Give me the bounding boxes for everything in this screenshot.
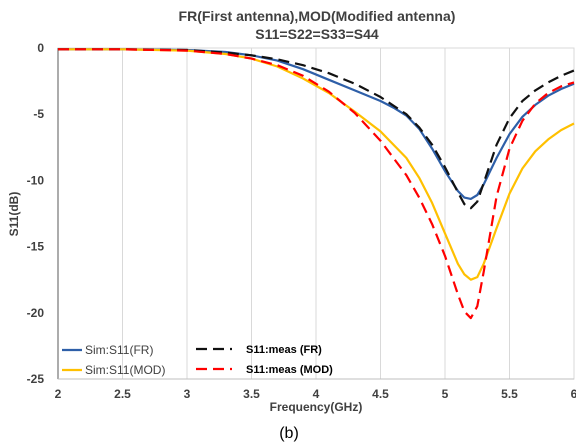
y-tick-label: -10 xyxy=(27,173,45,187)
x-tick-label: 4 xyxy=(313,387,320,401)
chart-title: FR(First antenna),MOD(Modified antenna) xyxy=(179,8,456,24)
x-tick-label: 5 xyxy=(442,387,449,401)
x-tick-labels: 2 2.5 3 3.5 4 4.5 5 5.5 6 xyxy=(55,387,576,401)
legend: Sim:S11(FR) Sim:S11(MOD) S11:meas (FR) S11:… xyxy=(62,343,333,377)
series-lines xyxy=(58,48,575,320)
y-tick-label: -20 xyxy=(27,306,45,320)
series-line-sim-s11-mod xyxy=(58,48,575,281)
x-tick-label: 5.5 xyxy=(501,387,518,401)
legend-label: S11:meas (FR) xyxy=(246,344,322,356)
series-line-s11-meas-fr xyxy=(58,48,575,210)
figure-caption: (b) xyxy=(279,425,299,442)
series-line-sim-s11-fr xyxy=(58,48,575,200)
legend-label: S11:meas (MOD) xyxy=(246,364,333,376)
y-tick-label: -15 xyxy=(27,240,45,254)
x-tick-label: 3.5 xyxy=(243,387,260,401)
x-tick-label: 3 xyxy=(184,387,191,401)
y-tick-label: -25 xyxy=(27,372,45,386)
x-tick-label: 4.5 xyxy=(372,387,389,401)
x-axis-label: Frequency(GHz) xyxy=(270,400,363,414)
grid-lines xyxy=(122,48,510,379)
y-tick-label: -5 xyxy=(33,107,44,121)
legend-label: Sim:S11(MOD) xyxy=(85,363,165,377)
y-axis-label: S11(dB) xyxy=(7,192,21,237)
legend-label: Sim:S11(FR) xyxy=(85,343,153,357)
x-tick-label: 2.5 xyxy=(114,387,131,401)
y-tick-labels: 0 -5 -10 -15 -20 -25 xyxy=(27,41,45,386)
x-tick-label: 2 xyxy=(55,387,62,401)
chart-subtitle: S11=S22=S33=S44 xyxy=(255,26,379,42)
y-tick-label: 0 xyxy=(37,41,44,55)
axis-lines xyxy=(57,48,574,380)
x-tick-label: 6 xyxy=(571,387,576,401)
series-line-s11-meas-mod xyxy=(58,48,575,320)
